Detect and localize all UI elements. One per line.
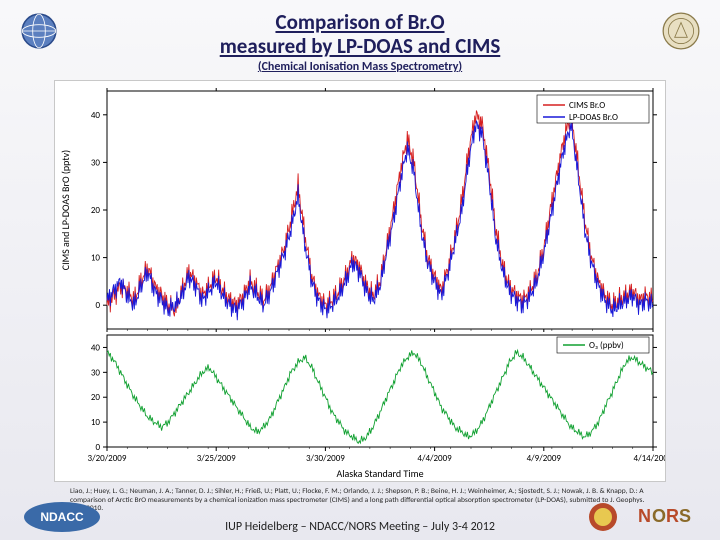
svg-text:3/20/2009: 3/20/2009 [88, 453, 127, 464]
svg-text:40: 40 [91, 343, 101, 354]
globe-icon [18, 10, 60, 52]
svg-text:30: 30 [91, 368, 101, 379]
svg-text:20: 20 [91, 205, 101, 216]
chart-panel: 0 10 20 30 40 0 10 20 30 40 3/20/2009 3/25/2009 3/30… [54, 80, 666, 482]
svg-text:S: S [679, 506, 691, 526]
svg-text:4/9/2009: 4/9/2009 [527, 453, 562, 464]
svg-text:0: 0 [95, 442, 100, 453]
title-line1: Comparison of Br.O [275, 9, 444, 35]
timeseries-plot: 0 10 20 30 40 0 10 20 30 40 3/20/2009 3/25/2009 3/30… [55, 81, 665, 481]
ndacc-icon: NDACC [22, 500, 102, 534]
svg-text:LP-DOAS Br.O: LP-DOAS Br.O [569, 112, 618, 123]
svg-text:NDACC: NDACC [40, 510, 84, 524]
svg-text:3/25/2009: 3/25/2009 [197, 453, 236, 464]
header: Comparison of Br.O measured by LP-DOAS a… [30, 10, 690, 74]
citation-text: Liao, J.; Huey, L. G.; Neuman, J. A.; Ta… [70, 488, 650, 514]
svg-text:40: 40 [91, 110, 101, 121]
seal-icon [660, 10, 702, 52]
svg-text:0: 0 [95, 300, 100, 311]
svg-text:4/14/2009: 4/14/2009 [634, 453, 665, 464]
svg-text:N: N [638, 506, 651, 526]
svg-text:20: 20 [91, 393, 101, 404]
svg-text:4/4/2009: 4/4/2009 [417, 453, 452, 464]
title: Comparison of Br.O measured by LP-DOAS a… [30, 10, 690, 58]
svg-text:R: R [666, 506, 679, 526]
svg-text:O₃ (ppbv): O₃ (ppbv) [589, 340, 624, 351]
nors-icon: NORS [586, 500, 706, 534]
svg-text:30: 30 [91, 158, 101, 169]
svg-text:10: 10 [91, 417, 101, 428]
svg-text:CIMS and LP-DOAS BrO (pptv): CIMS and LP-DOAS BrO (pptv) [59, 150, 72, 270]
title-line2: measured by LP-DOAS and CIMS [220, 33, 501, 59]
slide-container: Comparison of Br.O measured by LP-DOAS a… [0, 0, 720, 540]
subtitle: (Chemical Ionisation Mass Spectrometry) [30, 60, 690, 74]
svg-text:O: O [652, 506, 666, 526]
svg-text:3/30/2009: 3/30/2009 [306, 453, 345, 464]
svg-text:CIMS Br.O: CIMS Br.O [569, 100, 605, 111]
svg-text:Alaska Standard Time: Alaska Standard Time [336, 467, 423, 480]
svg-text:10: 10 [91, 253, 101, 264]
